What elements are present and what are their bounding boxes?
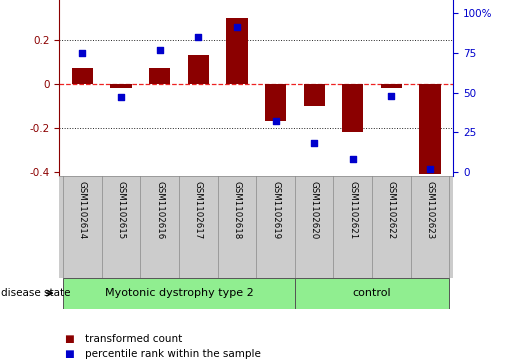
Point: [233, 24, 241, 30]
Text: GSM1102620: GSM1102620: [310, 181, 319, 239]
Bar: [295, 278, 449, 309]
Bar: [381, 84, 402, 88]
Text: GSM1102618: GSM1102618: [232, 181, 242, 239]
Bar: [265, 84, 286, 121]
Bar: [149, 68, 170, 84]
Text: GSM1102623: GSM1102623: [425, 181, 435, 239]
Point: [194, 34, 202, 40]
Text: GSM1102615: GSM1102615: [116, 181, 126, 239]
Bar: [63, 278, 295, 309]
Point: [117, 94, 125, 100]
Bar: [187, 55, 209, 84]
Text: ■: ■: [64, 349, 74, 359]
Text: GSM1102617: GSM1102617: [194, 181, 203, 239]
Text: GSM1102614: GSM1102614: [78, 181, 87, 239]
Bar: [110, 84, 132, 88]
Point: [426, 166, 434, 172]
Point: [78, 50, 87, 56]
Text: control: control: [353, 288, 391, 298]
Text: Myotonic dystrophy type 2: Myotonic dystrophy type 2: [105, 288, 253, 298]
Bar: [342, 84, 364, 132]
Text: disease state: disease state: [1, 288, 71, 298]
Bar: [303, 84, 325, 106]
Bar: [72, 68, 93, 84]
Text: GSM1102622: GSM1102622: [387, 181, 396, 239]
Text: GSM1102621: GSM1102621: [348, 181, 357, 239]
Bar: [226, 18, 248, 84]
Point: [387, 93, 396, 99]
Bar: [419, 84, 441, 174]
Text: transformed count: transformed count: [85, 334, 182, 344]
Text: GSM1102616: GSM1102616: [155, 181, 164, 239]
Point: [349, 156, 357, 162]
Point: [271, 118, 280, 124]
Point: [156, 47, 164, 53]
Text: ■: ■: [64, 334, 74, 344]
Text: percentile rank within the sample: percentile rank within the sample: [85, 349, 261, 359]
Text: GSM1102619: GSM1102619: [271, 181, 280, 239]
Point: [310, 140, 318, 146]
